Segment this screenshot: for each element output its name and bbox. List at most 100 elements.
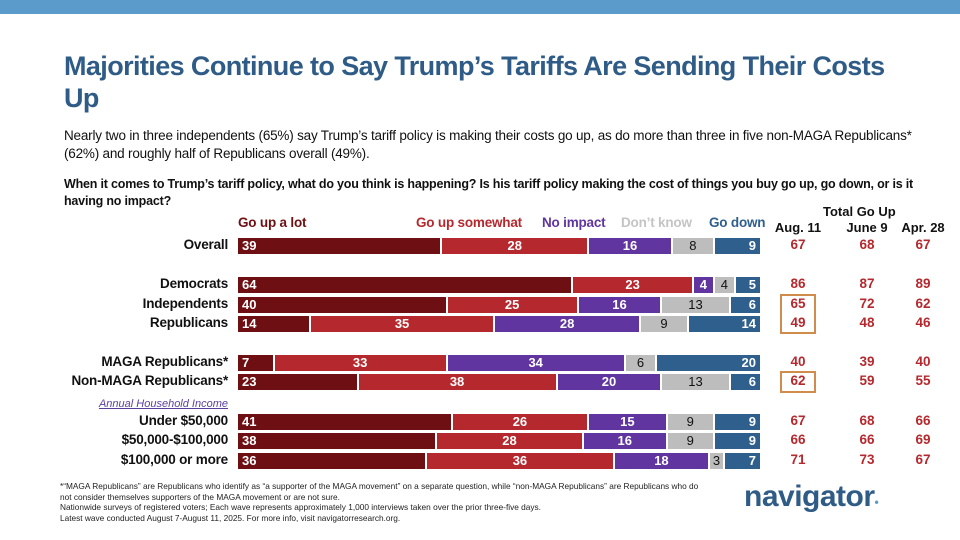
total-go-up-value: 40: [915, 354, 931, 369]
col-header-june9: June 9: [846, 220, 888, 235]
seg-go-up-a-lot: 40: [238, 297, 446, 313]
legend-go-down: Go down: [709, 215, 766, 230]
seg-go-up-somewhat: 23: [573, 277, 692, 293]
seg-go-down: 9: [714, 433, 760, 449]
row-label: $100,000 or more: [120, 452, 228, 467]
seg-go-up-somewhat: 36: [426, 453, 614, 469]
seg-go-up-a-lot: 23: [238, 374, 357, 390]
total-go-up-value: 55: [915, 373, 931, 388]
seg-go-down: 9: [714, 238, 760, 254]
seg-go-down: 5: [735, 277, 760, 293]
seg-no-impact: 16: [583, 433, 666, 449]
seg-go-up-a-lot: 41: [238, 414, 451, 430]
seg-go-up-somewhat: 38: [358, 374, 556, 390]
total-go-up-value: 65: [790, 296, 806, 311]
seg-no-impact: 20: [557, 374, 661, 390]
seg-go-up-a-lot: 39: [238, 238, 441, 254]
total-go-up-value: 68: [859, 413, 875, 428]
footnote-methodology: Nationwide surveys of registered voters;…: [60, 502, 541, 512]
legend-go-up-a-lot: Go up a lot: [238, 215, 307, 230]
legend-no-impact: No impact: [542, 215, 606, 230]
logo-text: navigator: [744, 480, 875, 513]
row-label: Overall: [183, 237, 229, 252]
seg-go-up-a-lot: 7: [238, 355, 273, 371]
top-banner: [0, 0, 960, 14]
page-title: Majorities Continue to Say Trump’s Tarif…: [64, 51, 885, 113]
seg-go-up-a-lot: 36: [238, 453, 425, 469]
total-go-up-value: 67: [790, 237, 806, 252]
seg-dont-know: 9: [641, 316, 687, 332]
highlight-box-non-maga: [780, 371, 816, 393]
survey-question: When it comes to Trump’s tariff policy, …: [64, 177, 914, 208]
seg-go-up-somewhat: 28: [442, 238, 588, 254]
seg-no-impact: 16: [589, 238, 671, 254]
seg-go-down: 20: [657, 355, 760, 371]
footnote-definition: *“MAGA Republicans” are Republicans who …: [60, 481, 699, 502]
row-label: Under $50,000: [139, 413, 228, 428]
seg-go-down: 7: [725, 453, 760, 469]
total-go-up-value: 67: [790, 413, 806, 428]
total-go-up-value: 66: [915, 413, 931, 428]
col-header-apr28: Apr. 28: [901, 220, 945, 235]
seg-go-up-somewhat: 26: [452, 414, 588, 430]
row-label: $50,000-$100,000: [121, 432, 229, 447]
seg-go-up-somewhat: 28: [437, 433, 582, 449]
total-go-up-value: 73: [859, 452, 875, 467]
seg-dont-know: 13: [662, 297, 729, 313]
total-go-up-value: 46: [915, 315, 931, 330]
subtitle: Nearly two in three independents (65%) s…: [64, 128, 912, 161]
total-go-up-value: 67: [915, 237, 931, 252]
seg-dont-know: 3: [709, 453, 724, 469]
seg-dont-know: 13: [662, 374, 729, 390]
total-go-up-value: 62: [790, 373, 806, 388]
total-go-up-value: 71: [790, 452, 806, 467]
row-label: MAGA Republicans*: [101, 354, 228, 369]
seg-no-impact: 34: [447, 355, 624, 371]
row-label: Republicans: [149, 315, 228, 330]
total-go-up-value: 87: [859, 276, 875, 291]
total-go-up-value: 68: [859, 237, 875, 252]
footnote: *“MAGA Republicans” are Republicans who …: [60, 481, 700, 523]
seg-go-up-a-lot: 64: [238, 277, 572, 293]
row-label: Non-MAGA Republicans*: [71, 373, 228, 388]
row-label: Independents: [142, 296, 229, 311]
total-go-up-value: 59: [859, 373, 875, 388]
seg-go-down: 9: [714, 414, 760, 430]
total-go-up-value: 69: [915, 432, 931, 447]
total-go-up-value: 67: [915, 452, 931, 467]
navigator-logo: navigator•: [744, 480, 879, 514]
seg-go-up-somewhat: 35: [311, 316, 493, 332]
seg-dont-know: 9: [667, 414, 713, 430]
legend-dont-know: Don’t know: [621, 215, 692, 230]
seg-go-up-somewhat: 25: [447, 297, 577, 313]
seg-go-down: 6: [730, 374, 760, 390]
total-go-up-value: 48: [859, 315, 875, 330]
seg-go-down: 14: [688, 316, 760, 332]
row-label: Democrats: [160, 276, 228, 291]
seg-no-impact: 16: [578, 297, 661, 313]
legend-go-up-somewhat: Go up somewhat: [416, 215, 522, 230]
seg-dont-know: 4: [714, 277, 734, 293]
seg-dont-know: 8: [672, 238, 713, 254]
section-label-income: Annual Household Income: [98, 398, 228, 410]
seg-go-down: 6: [730, 297, 760, 313]
footnote-dates: Latest wave conducted August 7-August 11…: [60, 512, 401, 523]
seg-go-up-a-lot: 14: [238, 316, 310, 332]
total-go-up-value: 72: [859, 296, 875, 311]
seg-no-impact: 4: [693, 277, 713, 293]
total-go-up-value: 40: [790, 354, 806, 369]
total-go-up-value: 89: [915, 276, 931, 291]
seg-no-impact: 28: [494, 316, 640, 332]
seg-dont-know: 9: [667, 433, 713, 449]
col-header-aug11: Aug. 11: [774, 220, 822, 235]
total-go-up-header: Total Go Up: [823, 204, 896, 219]
total-go-up-value: 49: [790, 315, 806, 330]
total-go-up-value: 86: [790, 276, 806, 291]
logo-dot-icon: •: [874, 495, 879, 509]
total-go-up-value: 62: [915, 296, 931, 311]
total-go-up-value: 66: [859, 432, 875, 447]
seg-dont-know: 6: [625, 355, 656, 371]
seg-no-impact: 15: [589, 414, 666, 430]
highlight-box-ind-rep: [780, 294, 816, 334]
total-go-up-value: 66: [790, 432, 806, 447]
